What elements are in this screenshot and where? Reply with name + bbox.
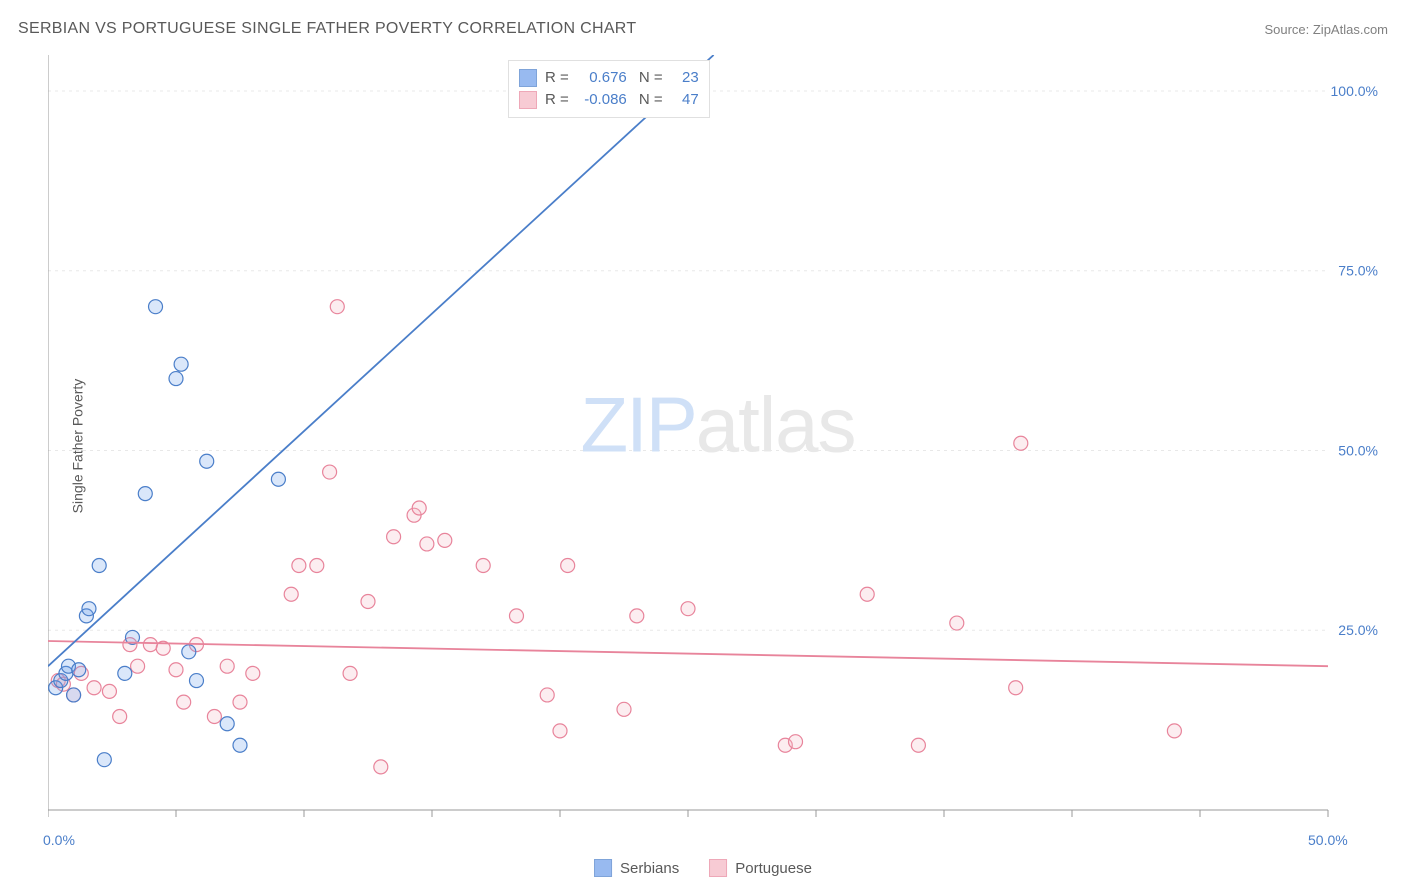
correlation-legend: R = 0.676 N = 23 R = -0.086 N = 47 [508, 60, 710, 118]
legend-label: Portuguese [735, 860, 812, 877]
stat-r-label: R = [545, 89, 569, 111]
stat-r-value: -0.086 [577, 89, 627, 111]
y-tick-label: 25.0% [1338, 622, 1378, 638]
x-axis-min-label: 0.0% [43, 832, 75, 848]
legend-swatch [709, 859, 727, 877]
series-legend: Serbians Portuguese [594, 859, 812, 877]
chart-source: Source: ZipAtlas.com [1264, 22, 1388, 37]
chart-header: SERBIAN VS PORTUGUESE SINGLE FATHER POVE… [18, 20, 1388, 38]
scatter-chart: 25.0% 50.0% 75.0% 100.0% [48, 55, 1388, 825]
legend-label: Serbians [620, 860, 679, 877]
legend-item: Portuguese [709, 859, 812, 877]
stat-r-value: 0.676 [577, 67, 627, 89]
legend-item: Serbians [594, 859, 679, 877]
legend-stats-row: R = -0.086 N = 47 [519, 89, 699, 111]
chart-area: 25.0%50.0%75.0%100.0% ZIPatlas R =0.676 … [48, 55, 1388, 825]
stat-n-label: N = [635, 89, 663, 111]
legend-stats-row: R = 0.676 N = 23 [519, 67, 699, 89]
legend-swatch [594, 859, 612, 877]
legend-swatch [519, 91, 537, 109]
stat-r-label: R = [545, 67, 569, 89]
stat-n-value: 47 [671, 89, 699, 111]
chart-title: SERBIAN VS PORTUGUESE SINGLE FATHER POVE… [18, 20, 636, 38]
y-tick-label: 50.0% [1338, 442, 1378, 458]
y-tick-label: 100.0% [1331, 83, 1378, 99]
stat-n-label: N = [635, 67, 663, 89]
x-axis-max-label: 50.0% [1308, 832, 1348, 848]
y-tick-label: 75.0% [1338, 263, 1378, 279]
stat-n-value: 23 [671, 67, 699, 89]
legend-swatch [519, 69, 537, 87]
